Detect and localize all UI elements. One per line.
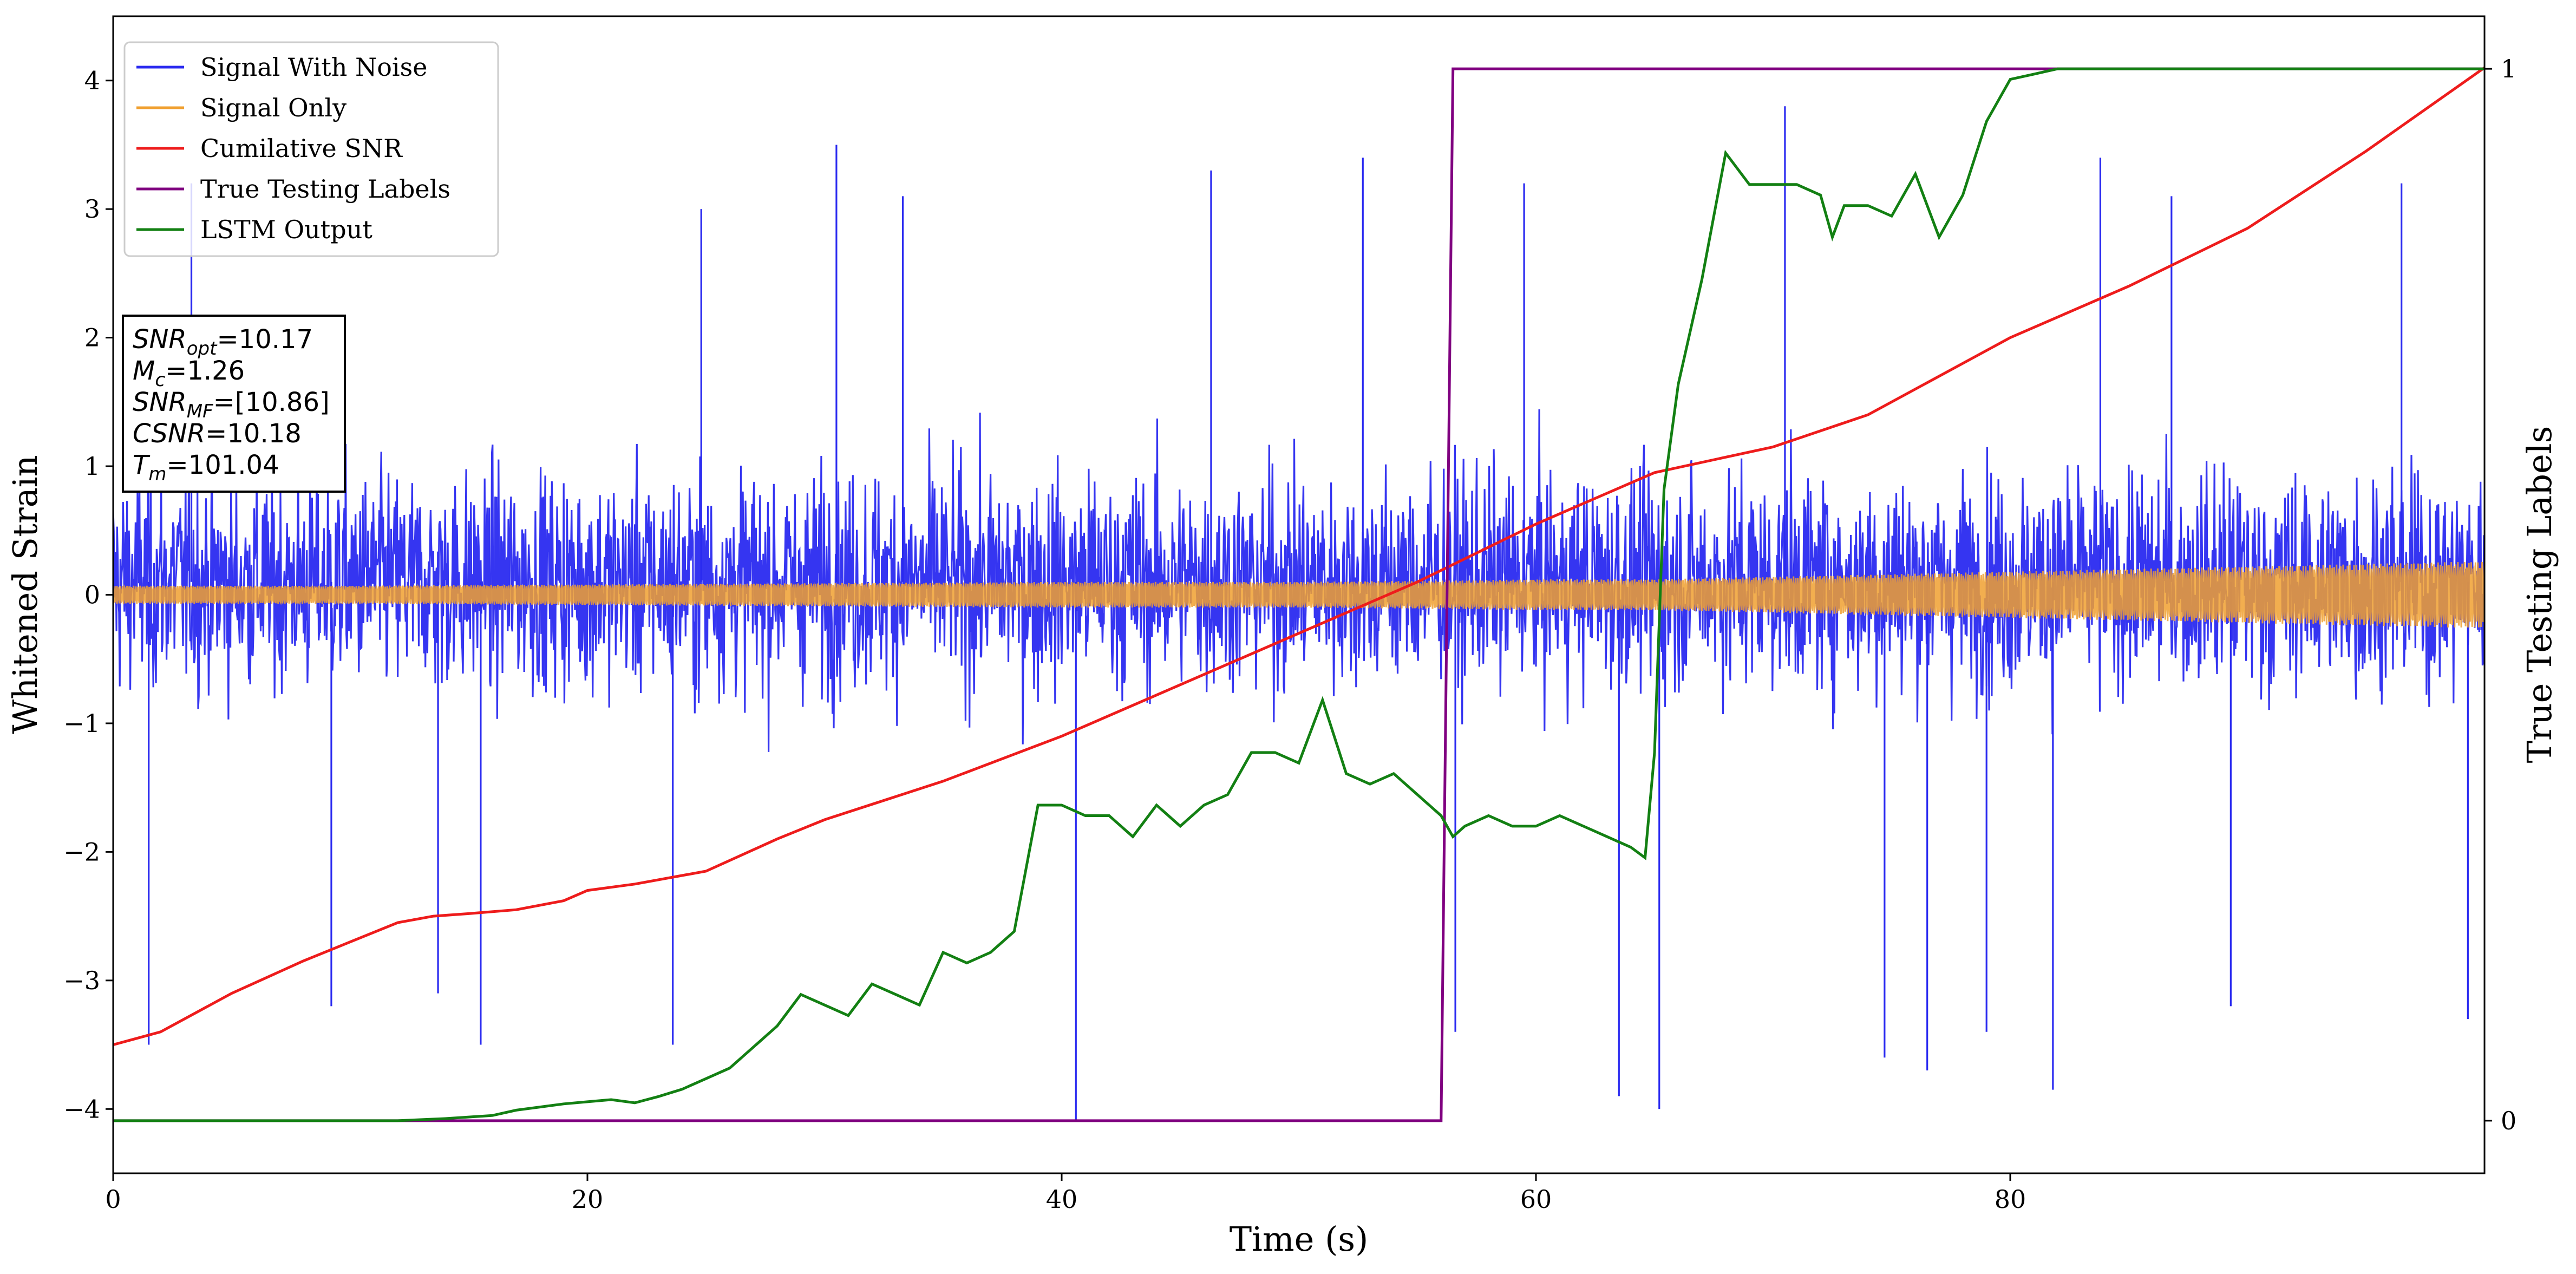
lstm-output-series (113, 67, 2485, 1122)
y-axis-title: Whitened Strain (5, 455, 45, 734)
true-testing-labels-line (113, 67, 2485, 1122)
y-tick-label: −2 (63, 837, 100, 866)
x-tick-label: 0 (105, 1185, 121, 1214)
y-tick-label: 4 (84, 66, 100, 95)
annotation-line: Tm=101.04 (133, 450, 279, 485)
y-tick-label: −3 (63, 966, 100, 995)
x-tick-label: 20 (572, 1185, 604, 1214)
x-tick-label: 80 (1995, 1185, 2026, 1214)
true-testing-labels-series (113, 67, 2485, 1122)
legend-label: Cumilative SNR (200, 134, 403, 163)
annotation-line: SNRopt=10.17 (133, 324, 313, 360)
y-tick-label: 2 (84, 323, 100, 352)
annotation-frame (122, 315, 346, 493)
y-tick-label: −1 (63, 709, 100, 738)
annotation-line: Mc=1.26 (133, 356, 245, 391)
annotation-line: CSNR=10.18 (133, 419, 302, 449)
signal-only-series (113, 561, 2485, 628)
y-tick-label: 1 (84, 452, 100, 481)
legend-label: LSTM Output (200, 215, 372, 244)
y-tick-label: 3 (84, 194, 100, 224)
parameter-annotation-box: SNRopt=10.17Mc=1.26SNRMF=[10.86]CSNR=10.… (122, 315, 346, 493)
y-axis-left: −4 −3 −2 −1 0 1 2 3 4 (63, 66, 113, 1123)
y2-tick-label: 1 (2501, 54, 2516, 83)
plot-area (113, 66, 2485, 1122)
legend-frame (123, 41, 499, 257)
cumulative-snr-line (113, 66, 2485, 1047)
lstm-output-line (113, 67, 2485, 1122)
y2-tick-label: 0 (2501, 1106, 2516, 1135)
legend-label: Signal With Noise (200, 53, 427, 82)
y-tick-label: −4 (63, 1094, 100, 1123)
signal-with-noise-line (113, 409, 2485, 752)
signal-only-line (113, 561, 2485, 628)
y2-axis-title: True Testing Labels (2520, 426, 2559, 763)
x-tick-label: 60 (1520, 1185, 1552, 1214)
x-axis: 0 20 40 60 80 (105, 1173, 2026, 1214)
annotation-line: SNRMF=[10.86] (133, 387, 330, 422)
cumulative-snr-series (113, 66, 2485, 1047)
y-axis-right: 01 (2485, 54, 2516, 1135)
legend-label: True Testing Labels (200, 174, 450, 204)
x-axis-title: Time (s) (1230, 1219, 1369, 1259)
legend: Signal With Noise Signal Only Cumilative S… (123, 41, 499, 257)
signal-with-noise-series (113, 106, 2485, 1122)
x-tick-label: 40 (1046, 1185, 1078, 1214)
legend-label: Signal Only (200, 93, 346, 122)
y-tick-label: 0 (84, 580, 100, 610)
